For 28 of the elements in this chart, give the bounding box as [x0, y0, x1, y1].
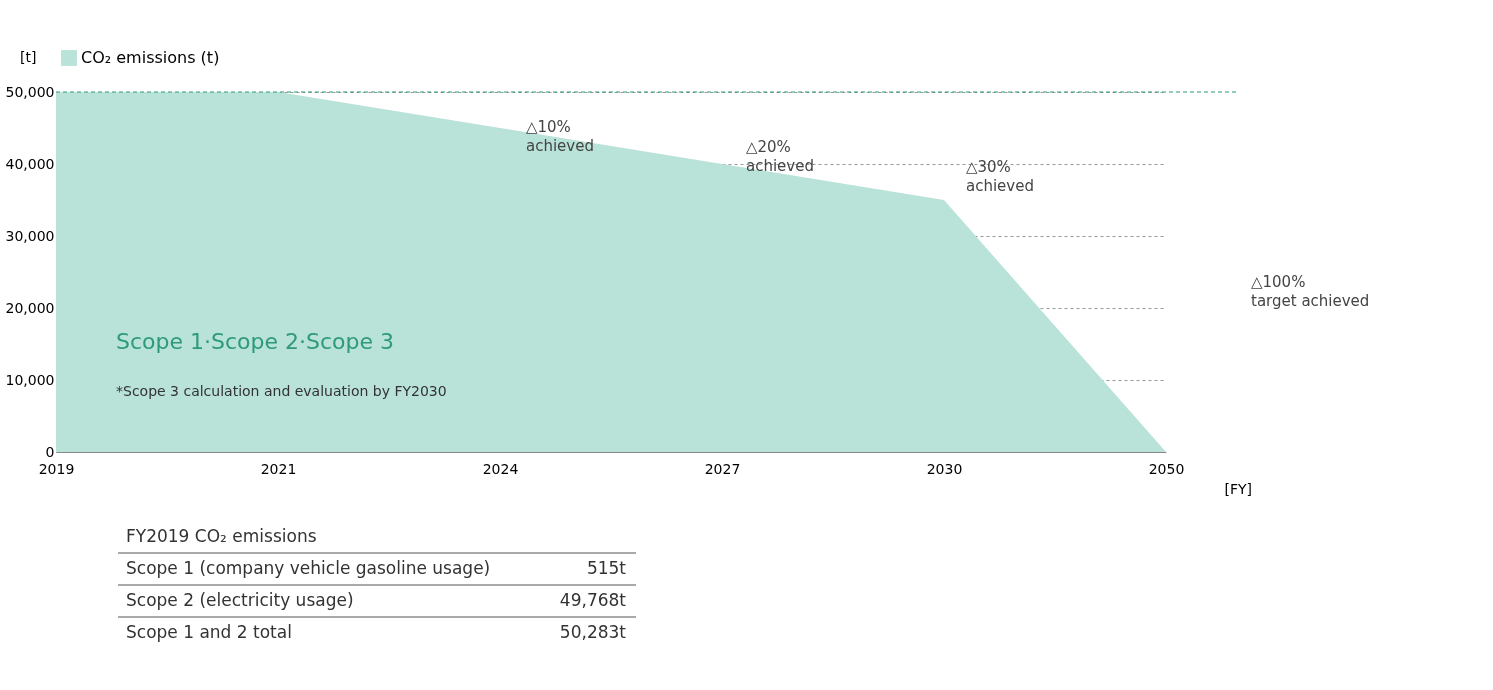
text: 50,283t: [559, 622, 627, 642]
y-tick-label: 40,000: [5, 155, 55, 172]
legend-label: CO₂ emissions (t): [81, 48, 220, 67]
x-tick-label: 2024: [482, 460, 519, 477]
x-tick-label: 2027: [704, 460, 741, 477]
text: △100% target achieved: [1251, 273, 1370, 310]
text: 49,768t: [559, 590, 627, 610]
y-tick-label: 50,000: [5, 83, 55, 100]
annotation: Scope 1·Scope 2·Scope 3: [116, 329, 395, 354]
text: FY2019 CO₂ emissions: [126, 526, 317, 546]
y-axis-title: [t]: [20, 48, 37, 65]
x-tick-label: 2030: [926, 460, 963, 477]
annotation: △30% achieved: [966, 158, 1034, 195]
annotation: △20% achieved: [746, 138, 814, 175]
y-tick-label: 0: [45, 443, 55, 460]
x-axis-title: [FY]: [1224, 480, 1253, 497]
annotation: △10% achieved: [526, 118, 594, 155]
y-tick-label: 30,000: [5, 227, 55, 244]
x-tick-label: 2050: [1148, 460, 1185, 477]
annotation: *Scope 3 calculation and evaluation by FY2030: [116, 383, 447, 399]
y-tick-label: 20,000: [5, 299, 55, 316]
text: Scope 1 and 2 total: [126, 622, 292, 642]
x-tick-label: 2021: [260, 460, 297, 477]
y-tick-label: 10,000: [5, 371, 55, 388]
x-tick-label: 2019: [38, 460, 75, 477]
text: Scope 2 (electricity usage): [126, 590, 354, 610]
text: 515t: [586, 558, 627, 578]
text: Scope 1 (company vehicle gasoline usage): [126, 558, 491, 578]
